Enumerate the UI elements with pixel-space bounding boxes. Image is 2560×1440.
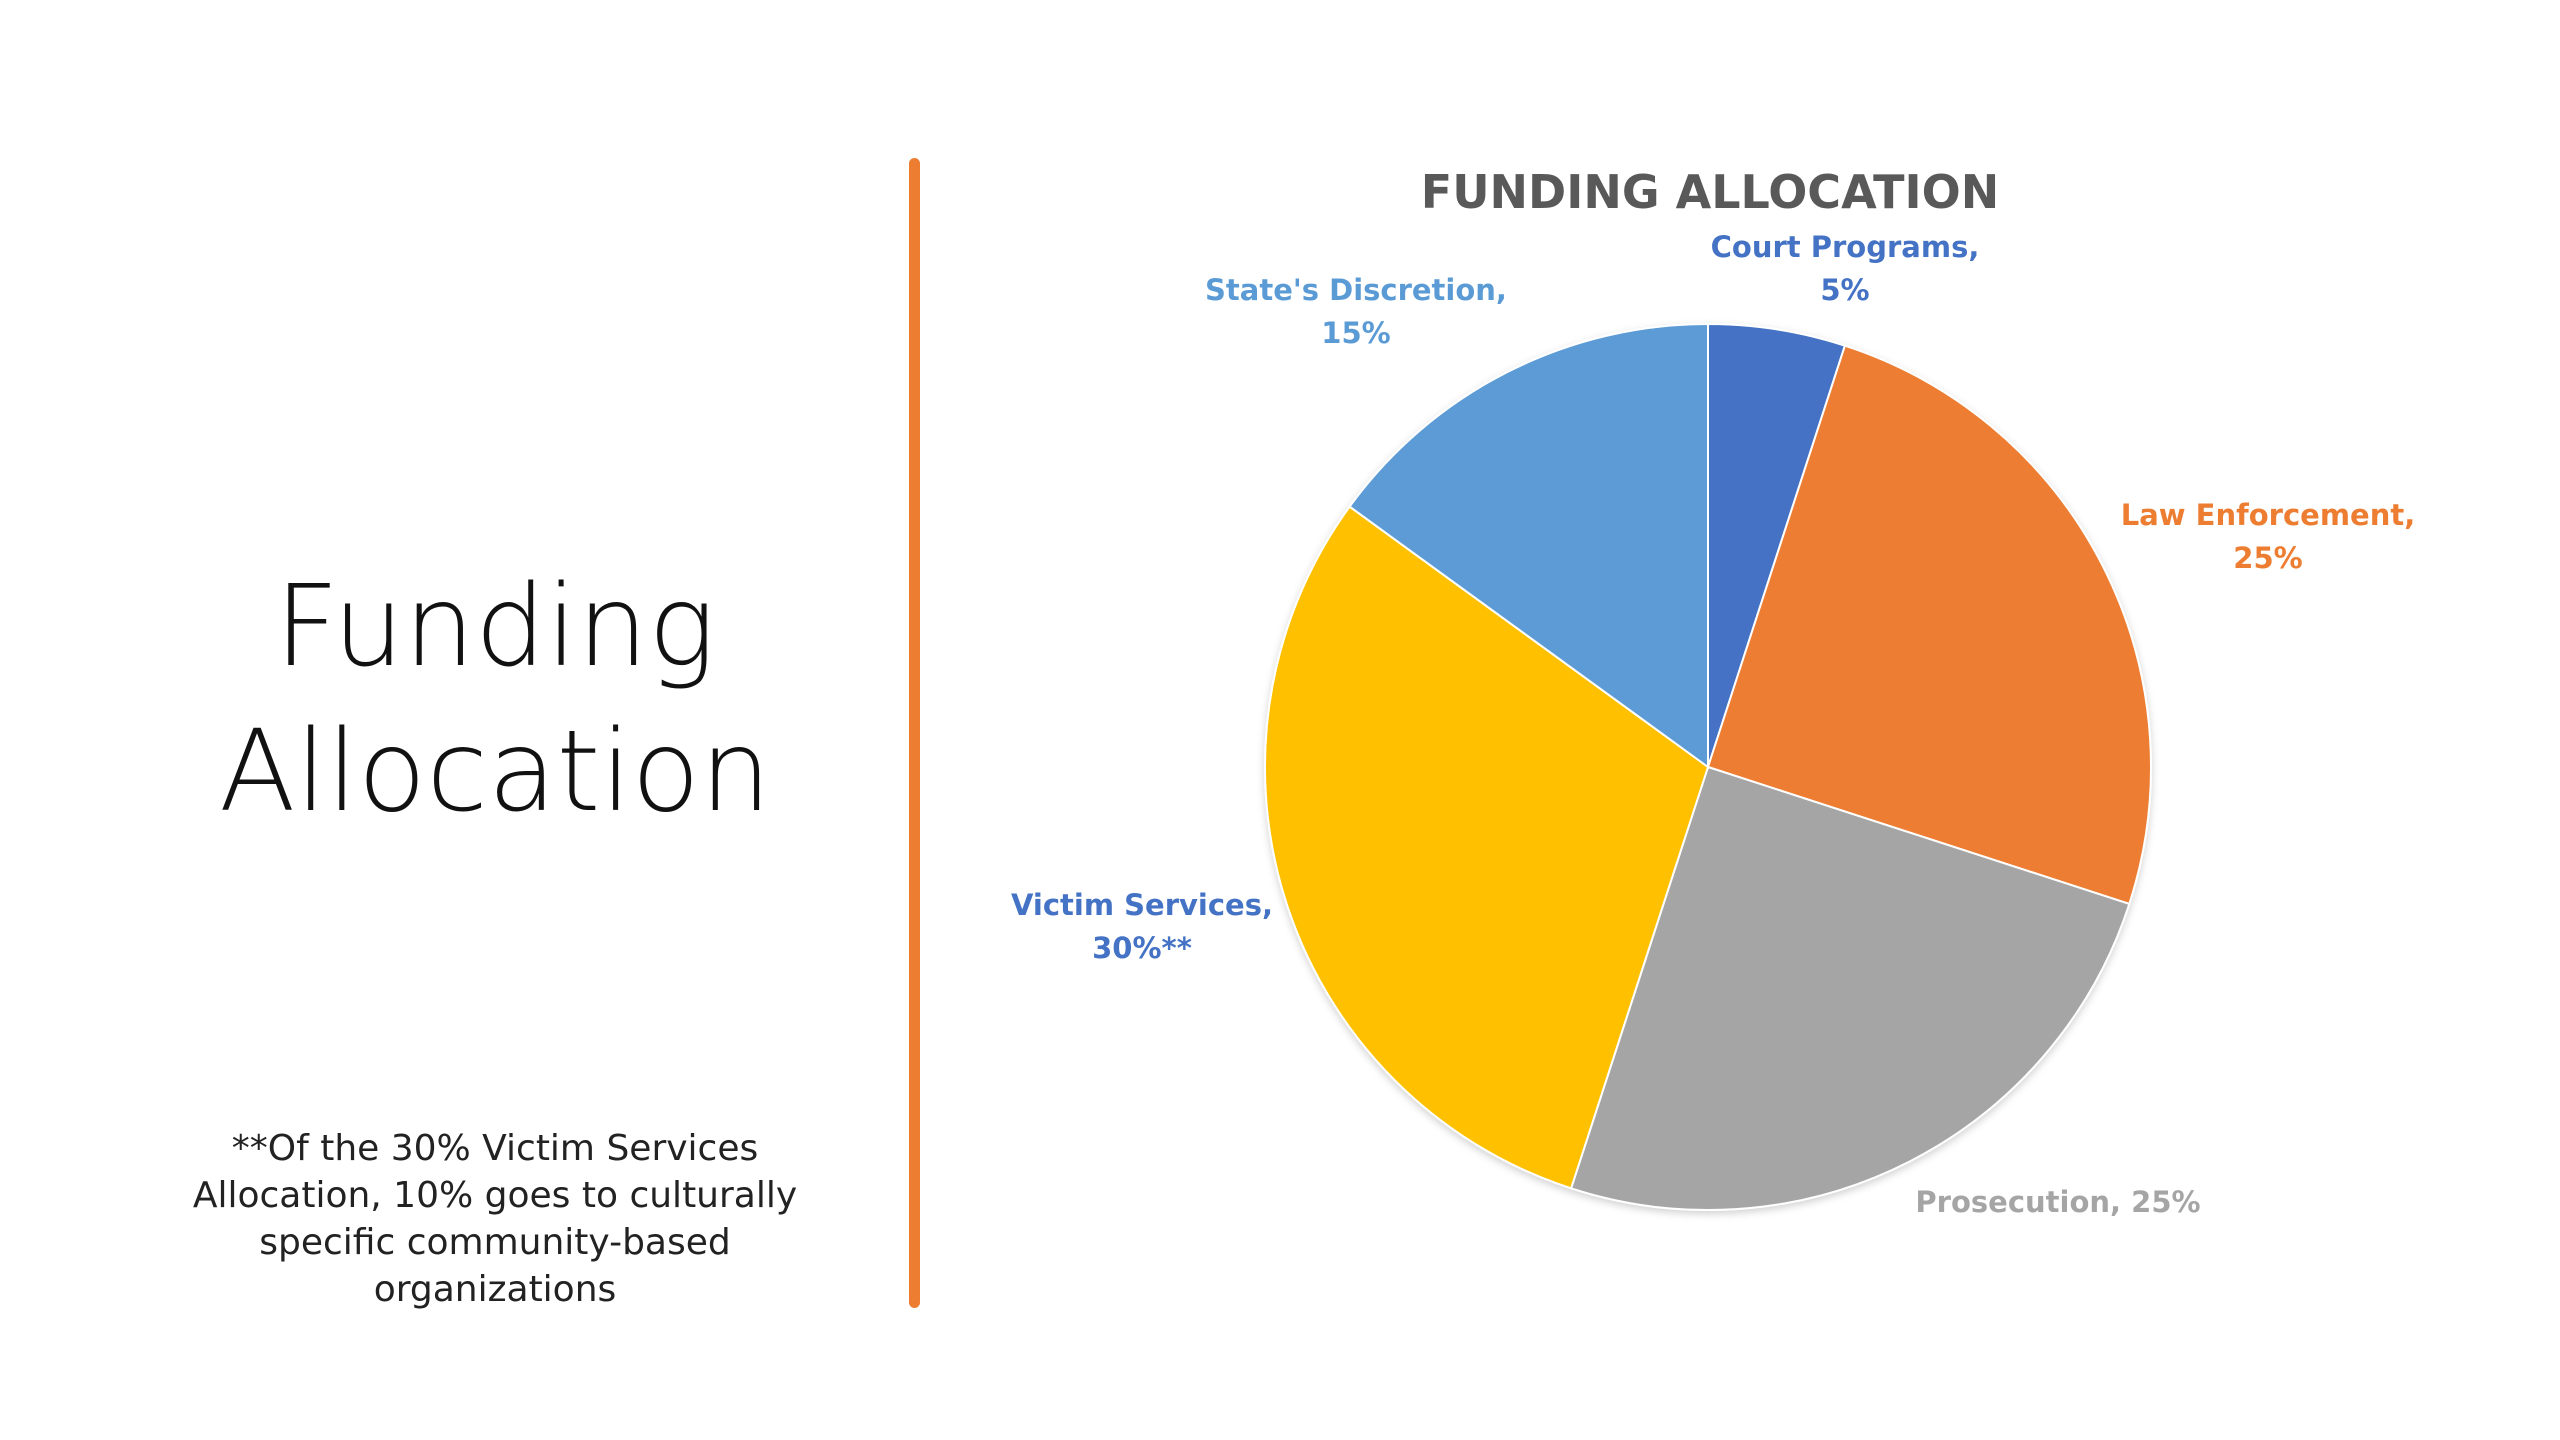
data-label-law-enforcement: Law Enforcement, 25% xyxy=(2121,498,2416,575)
pie-labels: Court Programs, 5% Law Enforcement, 25% Pros… xyxy=(1011,230,2415,1219)
slide-title-line-1: Funding xyxy=(274,562,716,692)
footnote-line-3: specific community-based xyxy=(259,1222,731,1263)
footnote-line-2: Allocation, 10% goes to culturally xyxy=(192,1175,798,1216)
pie-slice-state-s-discretion xyxy=(1348,322,1709,769)
slide-title-line-2: Allocation xyxy=(218,707,772,837)
data-label-prosecution-line-1: Prosecution, 25% xyxy=(1915,1185,2200,1219)
data-label-court-programs: Court Programs, 5% xyxy=(1711,230,1980,307)
data-label-law-enforcement-line-2: 25% xyxy=(2233,541,2302,575)
slide-title: Funding Allocation xyxy=(100,555,890,845)
footnote-line-1: **Of the 30% Victim Services xyxy=(231,1128,759,1169)
vertical-divider xyxy=(909,158,920,1308)
data-label-court-programs-line-1: Court Programs, xyxy=(1711,230,1980,264)
pie-slice-victim-services xyxy=(1264,505,1710,1190)
data-label-prosecution: Prosecution, 25% xyxy=(1915,1185,2200,1219)
data-label-victim-services-line-2: 30%** xyxy=(1092,931,1192,965)
data-label-state-s-discretion: State's Discretion, 15% xyxy=(1205,273,1507,350)
footnote-line-4: organizations xyxy=(373,1269,617,1310)
data-label-victim-services-line-1: Victim Services, xyxy=(1011,888,1273,922)
chart-title: FUNDING ALLOCATION xyxy=(1421,165,1999,219)
data-label-victim-services: Victim Services, 30%** xyxy=(1011,888,1273,965)
pie-slices xyxy=(1264,322,2153,1212)
pie-slice-law-enforcement xyxy=(1706,344,2153,906)
data-label-state-s-discretion-line-1: State's Discretion, xyxy=(1205,273,1507,307)
data-label-state-s-discretion-line-2: 15% xyxy=(1321,316,1390,350)
footnote: **Of the 30% Victim Services Allocation,… xyxy=(170,1125,820,1313)
data-label-court-programs-line-2: 5% xyxy=(1820,273,1869,307)
data-label-law-enforcement-line-1: Law Enforcement, xyxy=(2121,498,2416,532)
pie-slice-prosecution xyxy=(1569,765,2131,1212)
